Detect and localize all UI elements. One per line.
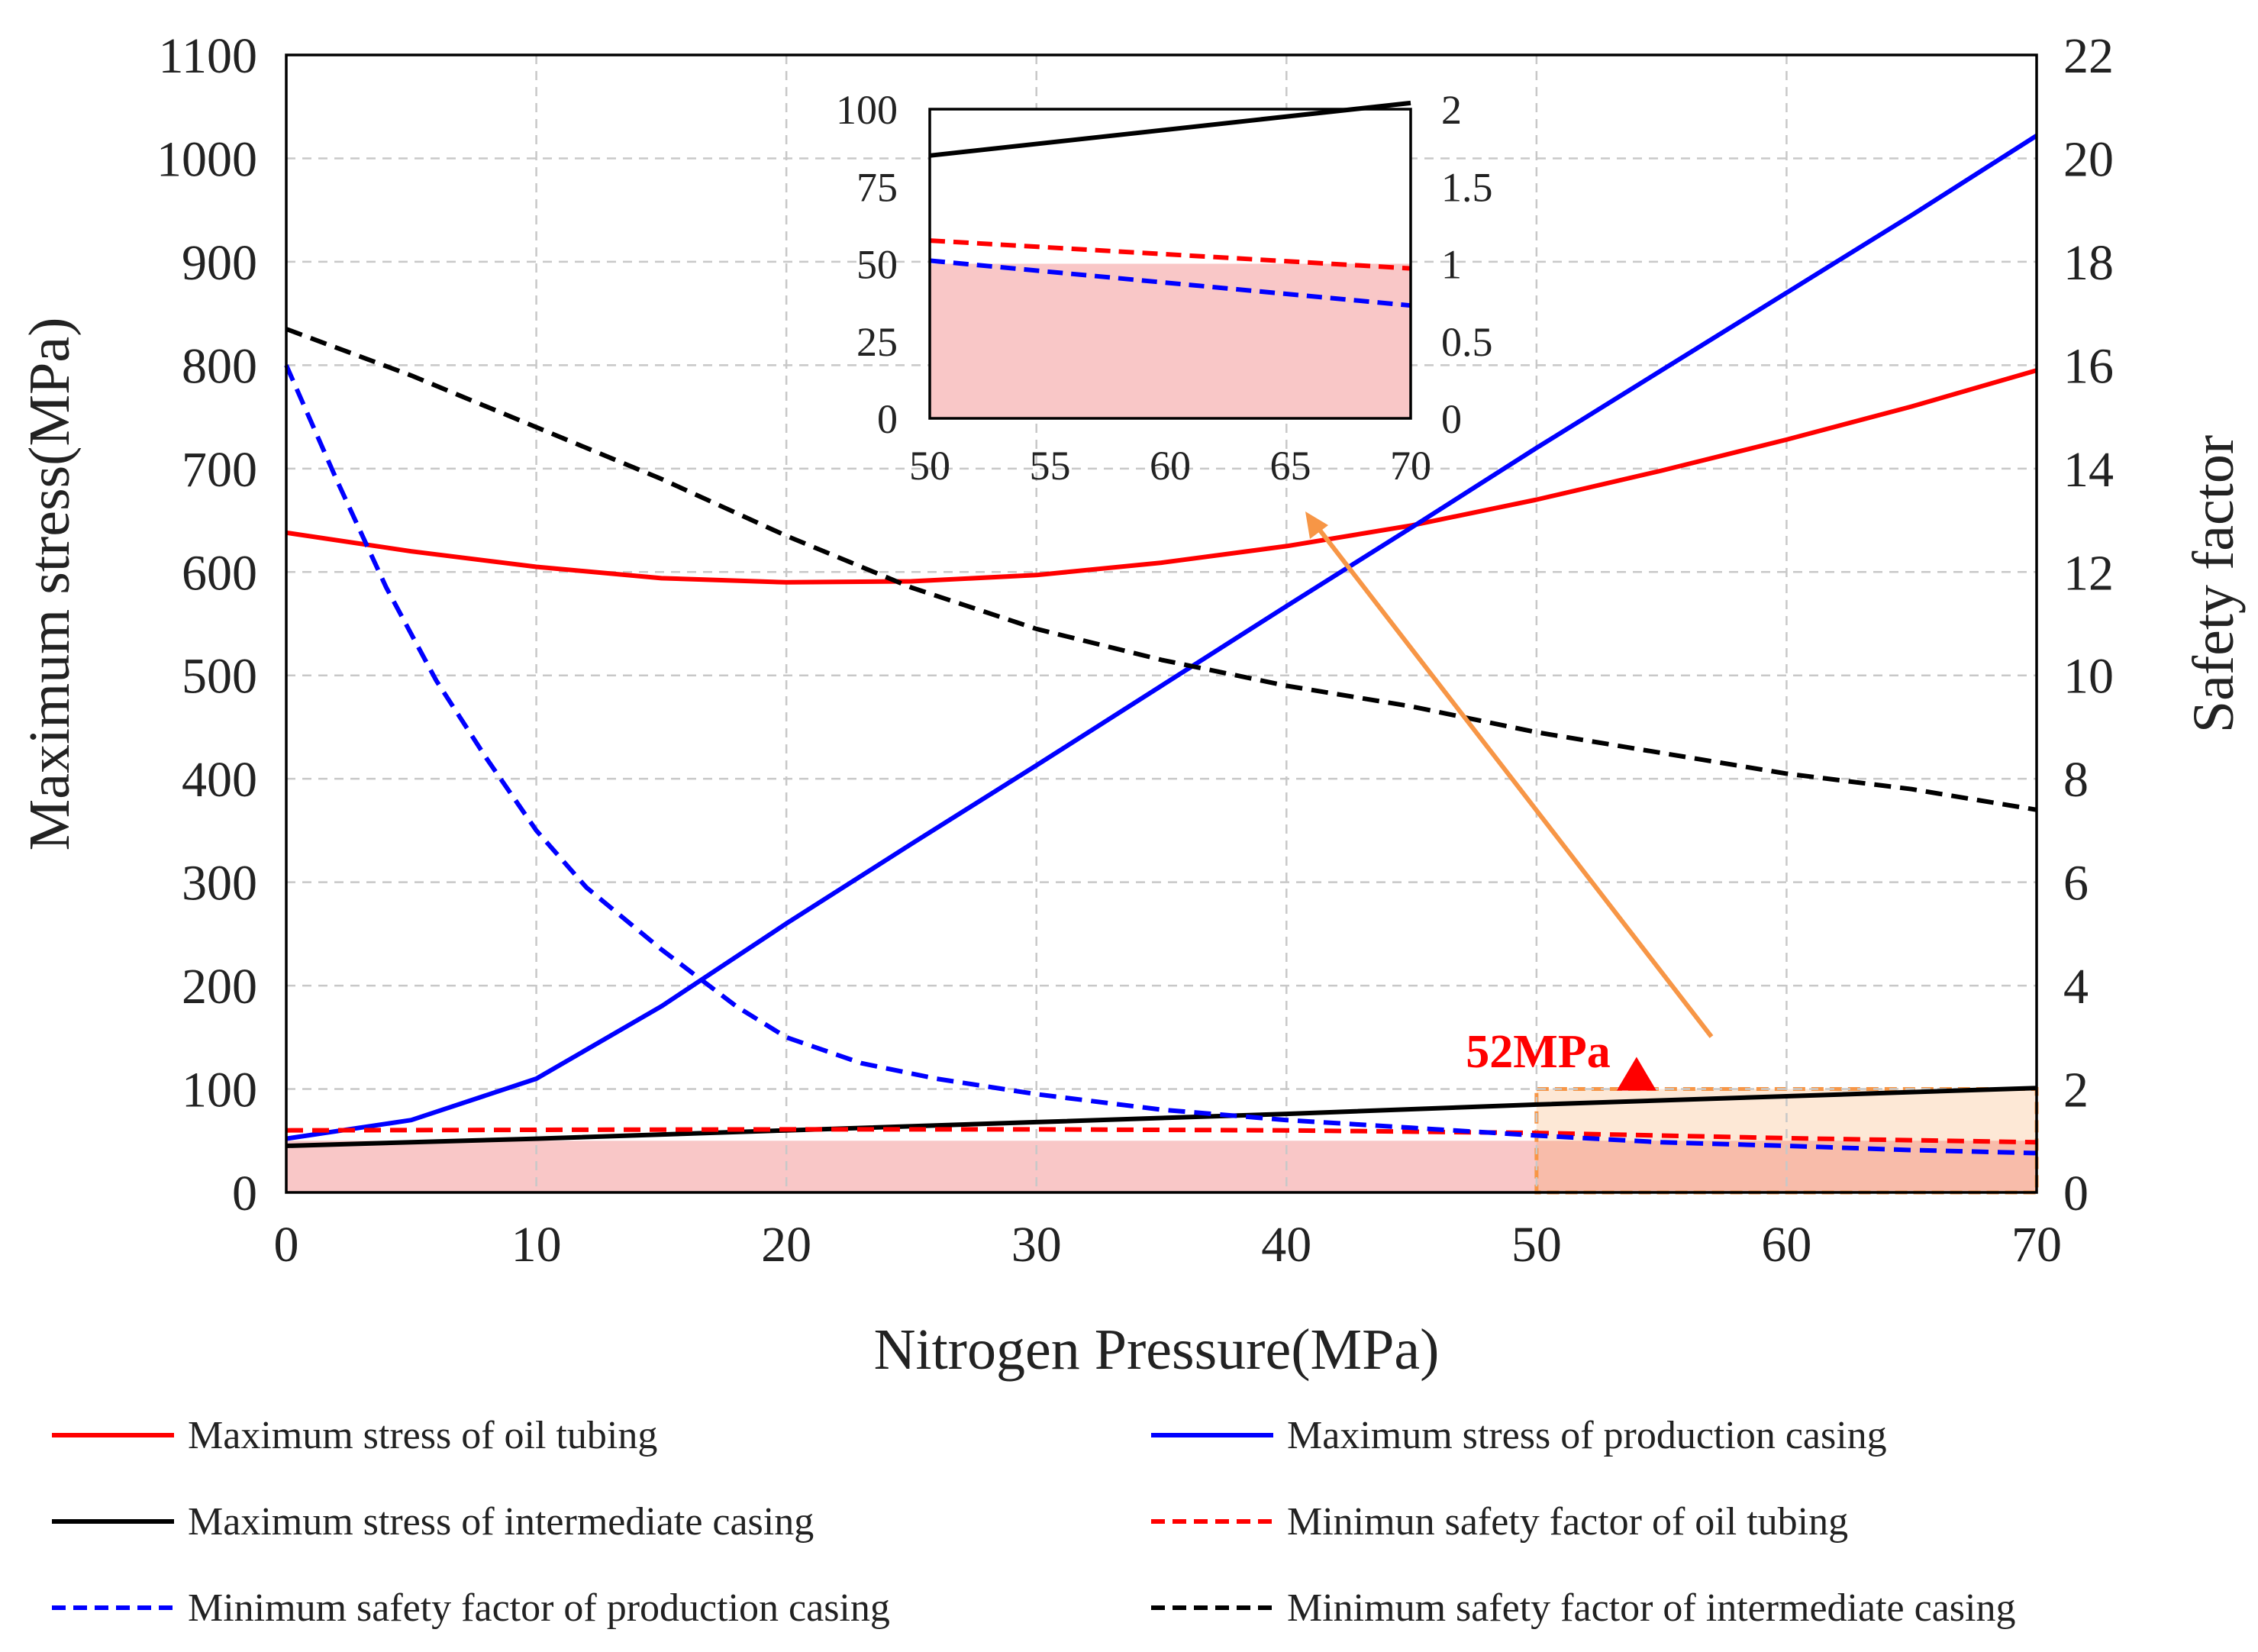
y-tick-label: 0	[232, 1166, 257, 1221]
inset-y2-tick-label: 2	[1441, 87, 1462, 133]
inset-y2-tick-label: 1.5	[1441, 164, 1493, 210]
annotation-marker	[1616, 1057, 1656, 1091]
shaded-rect	[286, 1141, 2037, 1192]
annotation	[1616, 1057, 1656, 1091]
series-lines	[284, 134, 2038, 1156]
plot-border	[285, 53, 2038, 1194]
inset-y2-tick-label: 0	[1441, 396, 1462, 442]
y2-tick-label: 12	[2063, 545, 2114, 601]
inset-x-tick-label: 65	[1270, 443, 1311, 489]
tick-labels: 0 10 20 30 40 50 60 700100200300400500600700800…	[156, 28, 2114, 1273]
inset-pointer-arrow	[1305, 511, 1714, 1038]
y2-tick-label: 8	[2063, 752, 2089, 808]
legend-label: Maximum stress of intermediate casing	[188, 1500, 814, 1544]
y2-tick-label: 2	[2063, 1063, 2089, 1118]
series-minimun-safety-factor-of-oil-tubing	[285, 1127, 2037, 1145]
inset-x-tick-label: 50	[909, 443, 950, 489]
series-maximum-stress-of-production-casing	[285, 134, 2038, 1141]
y-tick-label: 100	[182, 1063, 257, 1118]
arrow-head	[1305, 511, 1328, 539]
legend-label: Maximum stress of oil tubing	[188, 1414, 657, 1457]
legend: Maximum stress of oil tubing Maximum stre…	[52, 1414, 2015, 1630]
annotation-label: 52MPa	[1466, 1026, 1610, 1078]
y2-tick-label: 10	[2063, 649, 2114, 705]
inset-x-tick-label: 60	[1150, 443, 1191, 489]
y-tick-label: 1100	[158, 28, 257, 84]
inset-y-tick-label: 50	[856, 242, 898, 288]
y2-tick-label: 14	[2063, 442, 2114, 498]
unsafe-shaded-region	[286, 1141, 2037, 1192]
y-tick-label: 400	[182, 752, 257, 808]
legend-label: Minimum safety factor of production casi…	[188, 1586, 890, 1630]
x-tick-label: 50	[1511, 1217, 1562, 1273]
inset-y2-tick-label: 1	[1441, 242, 1462, 288]
inset-series-minimum-safety-factor-of-production-casing	[929, 258, 1411, 308]
series-maximum-stress-of-intermediate-casing	[285, 1086, 2037, 1148]
arrow-shaft	[1314, 524, 1714, 1038]
inset-border	[928, 108, 1412, 420]
y2-tick-label: 16	[2063, 338, 2114, 394]
inset-y-tick-label: 0	[877, 396, 898, 442]
legend-label: Maximum stress of production casing	[1287, 1414, 1887, 1457]
inset-x-tick-label: 55	[1030, 443, 1071, 489]
y2-tick-label: 22	[2063, 28, 2114, 84]
y2-tick-label: 4	[2063, 959, 2089, 1015]
y-tick-label: 200	[182, 959, 257, 1015]
inset-y-tick-label: 75	[856, 164, 898, 210]
y2-tick-label: 20	[2063, 131, 2114, 187]
x-tick-label: 0	[274, 1217, 299, 1273]
y2-tick-label: 6	[2063, 856, 2089, 912]
series-minimum-safety-factor-of-production-casing	[284, 364, 2037, 1156]
legend-label: Minimum safety factor of intermediate ca…	[1287, 1586, 2015, 1630]
y-tick-label: 800	[182, 338, 257, 394]
series-minimum-safety-factor-of-intermediate-casing	[285, 327, 2037, 812]
y2-tick-label: 0	[2063, 1166, 2089, 1221]
inset-y-tick-label: 25	[856, 319, 898, 365]
x-tick-label: 20	[761, 1217, 811, 1273]
x-tick-label: 30	[1011, 1217, 1062, 1273]
inset-y2-tick-label: 0.5	[1441, 319, 1493, 365]
y-tick-label: 300	[182, 856, 257, 912]
legend-label: Minimun safety factor of oil tubing	[1287, 1500, 1848, 1544]
plot-frame	[285, 53, 2038, 1194]
x-tick-label: 70	[2011, 1217, 2062, 1273]
y2-axis-label: Safety factor	[2182, 435, 2246, 733]
y-axis-label: Maximum stress(MPa)	[18, 318, 82, 851]
y-tick-label: 500	[182, 649, 257, 705]
y-tick-label: 1000	[156, 131, 257, 187]
inset-series-maximum-stress-of-intermediate-casing	[929, 100, 1411, 158]
x-axis-label: Nitrogen Pressure(MPa)	[874, 1318, 1440, 1382]
inset-x-tick-label: 70	[1390, 443, 1431, 489]
y-tick-label: 900	[182, 235, 257, 291]
y2-tick-label: 18	[2063, 235, 2114, 291]
inset-shaded-rect	[930, 263, 1411, 418]
inset-series-minimun-safety-factor-of-oil-tubing	[929, 238, 1411, 271]
y-tick-label: 600	[182, 545, 257, 601]
x-tick-label: 60	[1761, 1217, 1811, 1273]
x-tick-label: 40	[1261, 1217, 1311, 1273]
series-maximum-stress-of-oil-tubing	[285, 368, 2037, 585]
y-tick-label: 700	[182, 442, 257, 498]
x-tick-label: 10	[511, 1217, 562, 1273]
inset-y-tick-label: 100	[836, 87, 898, 133]
